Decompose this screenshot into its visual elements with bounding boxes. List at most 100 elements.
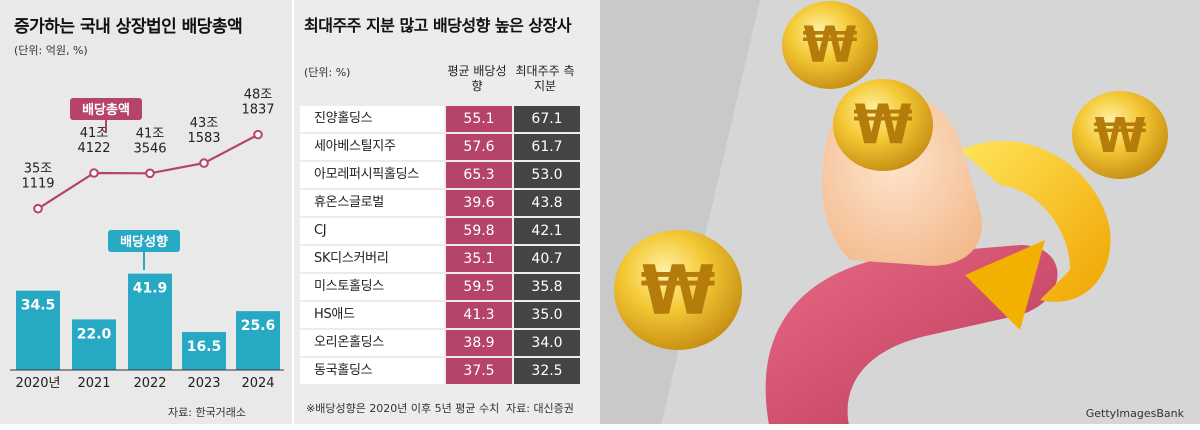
hand-coins-illustration: ₩ ₩ ₩ ₩ <box>600 0 1168 430</box>
table-row: 휴온스글로벌 39.6 43.8 <box>300 190 580 216</box>
stake-cell: 35.0 <box>514 302 580 328</box>
table-row: 동국홀딩스 37.5 32.5 <box>300 358 580 384</box>
bar-value-label: 34.5 <box>21 298 56 314</box>
line-label-bottom: 1583 <box>187 131 220 146</box>
coin-shape <box>833 79 933 171</box>
stake-cell: 43.8 <box>514 190 580 216</box>
line-point <box>199 158 209 168</box>
arrow-shape <box>960 141 1111 302</box>
bar <box>72 319 116 370</box>
table-row: 미스토홀딩스 59.5 35.8 <box>300 274 580 300</box>
company-name: 세아베스틸지주 <box>300 134 444 160</box>
col-header-stake: 최대주주 측 지분 <box>515 64 575 93</box>
line-series-tag <box>70 98 142 120</box>
line-label-top: 48조 <box>244 88 273 103</box>
stake-cell: 61.7 <box>514 134 580 160</box>
mid-unit: (단위: %) <box>304 66 351 79</box>
table-row: SK디스커버리 35.1 40.7 <box>300 246 580 272</box>
table-row: HS애드 41.3 35.0 <box>300 302 580 328</box>
bar <box>182 332 226 370</box>
won-glyph: ₩ <box>802 16 857 74</box>
stake-cell: 35.8 <box>514 274 580 300</box>
bar-value-label: 25.6 <box>241 318 276 334</box>
company-name: 미스토홀딩스 <box>300 274 444 300</box>
x-tick-label: 2024 <box>241 376 274 391</box>
line-point <box>89 168 99 178</box>
illustration-panel: ₩ ₩ ₩ ₩ GettyImagesBank <box>600 0 1200 430</box>
table-row: 아모레퍼시픽홀딩스 65.3 53.0 <box>300 162 580 188</box>
line-label-bottom: 3546 <box>133 141 166 156</box>
line-point <box>253 129 263 140</box>
mid-source: 자료: 대신증권 <box>506 402 574 415</box>
won-glyph: ₩ <box>640 252 715 331</box>
stake-cell: 53.0 <box>514 162 580 188</box>
company-name: SK디스커버리 <box>300 246 444 272</box>
bar-series-label: 배당성향 <box>120 234 168 250</box>
line-label-bottom: 4122 <box>77 141 110 156</box>
left-title: 증가하는 국내 상장법인 배당총액 <box>14 17 243 37</box>
table-row: 세아베스틸지주 57.6 61.7 <box>300 134 580 160</box>
company-name: 아모레퍼시픽홀딩스 <box>300 162 444 188</box>
mid-footnote: ※배당성향은 2020년 이후 5년 평균 수치 <box>306 402 500 415</box>
payout-ratio-cell: 57.6 <box>446 134 512 160</box>
line-label-top: 43조 <box>190 116 219 131</box>
payout-ratio-cell: 59.5 <box>446 274 512 300</box>
stake-cell: 40.7 <box>514 246 580 272</box>
bar-value-label: 22.0 <box>77 326 112 342</box>
stake-cell: 34.0 <box>514 330 580 356</box>
coin-shape <box>1072 91 1168 179</box>
stake-cell: 32.5 <box>514 358 580 384</box>
arrow-head-shape <box>965 240 1045 330</box>
x-tick-label: 2022 <box>133 376 166 391</box>
dividend-total-panel: 증가하는 국내 상장법인 배당총액 (단위: 억원, %) 35조 1119 41조… <box>0 0 292 430</box>
col-header-payout: 평균 배당성향 <box>447 64 507 93</box>
payout-ratio-cell: 65.3 <box>446 162 512 188</box>
payout-ratio-cell: 39.6 <box>446 190 512 216</box>
bar-series-tag <box>108 230 180 252</box>
line-label-top: 41조 <box>136 126 165 141</box>
line-label-bottom: 1119 <box>21 177 54 192</box>
x-tick-label: 2020년 <box>15 376 60 391</box>
bar <box>236 311 280 370</box>
x-tick-label: 2023 <box>187 376 220 391</box>
payout-ratio-cell: 41.3 <box>446 302 512 328</box>
won-glyph: ₩ <box>1094 108 1147 164</box>
dividend-chart: 35조111941조412241조354643조158348조1837배당총액 … <box>10 88 284 391</box>
bar-value-label: 41.9 <box>133 281 168 297</box>
bar-layer: 34.5 2020년 22.0 2021 41.9 2022 16.5 2023 25.6 202… <box>10 230 284 391</box>
left-source: 자료: 한국거래소 <box>168 406 247 419</box>
mid-title: 최대주주 지분 많고 배당성향 높은 상장사 <box>304 16 572 35</box>
company-name: 진양홀딩스 <box>300 106 444 132</box>
company-name: CJ <box>300 218 444 244</box>
stake-cell: 67.1 <box>514 106 580 132</box>
line-label-top: 41조 <box>80 126 109 141</box>
table-row: 진양홀딩스 55.1 67.1 <box>300 106 580 132</box>
bar-value-label: 16.5 <box>187 339 222 355</box>
coin-shape <box>782 1 878 89</box>
coin-shape <box>614 230 742 350</box>
payout-ratio-cell: 38.9 <box>446 330 512 356</box>
stake-cell: 42.1 <box>514 218 580 244</box>
company-name: 동국홀딩스 <box>300 358 444 384</box>
company-name: 오리온홀딩스 <box>300 330 444 356</box>
company-name: HS애드 <box>300 302 444 328</box>
payout-ratio-cell: 55.1 <box>446 106 512 132</box>
line-point <box>145 168 155 179</box>
watermark: GettyImagesBank <box>1085 407 1184 420</box>
table-row: 오리온홀딩스 38.9 34.0 <box>300 330 580 356</box>
payout-ratio-cell: 37.5 <box>446 358 512 384</box>
left-unit: (단위: 억원, %) <box>14 44 88 57</box>
bottom-strip <box>0 424 1200 430</box>
background-shape <box>600 0 760 430</box>
payout-ratio-cell: 35.1 <box>446 246 512 272</box>
line-point <box>33 203 43 214</box>
line-series-label: 배당총액 <box>82 102 130 118</box>
won-glyph: ₩ <box>853 93 913 156</box>
company-name: 휴온스글로벌 <box>300 190 444 216</box>
bar <box>16 290 60 370</box>
payout-ratio-cell: 59.8 <box>446 218 512 244</box>
table-row: CJ 59.8 42.1 <box>300 218 580 244</box>
line-label-top: 35조 <box>24 162 53 177</box>
